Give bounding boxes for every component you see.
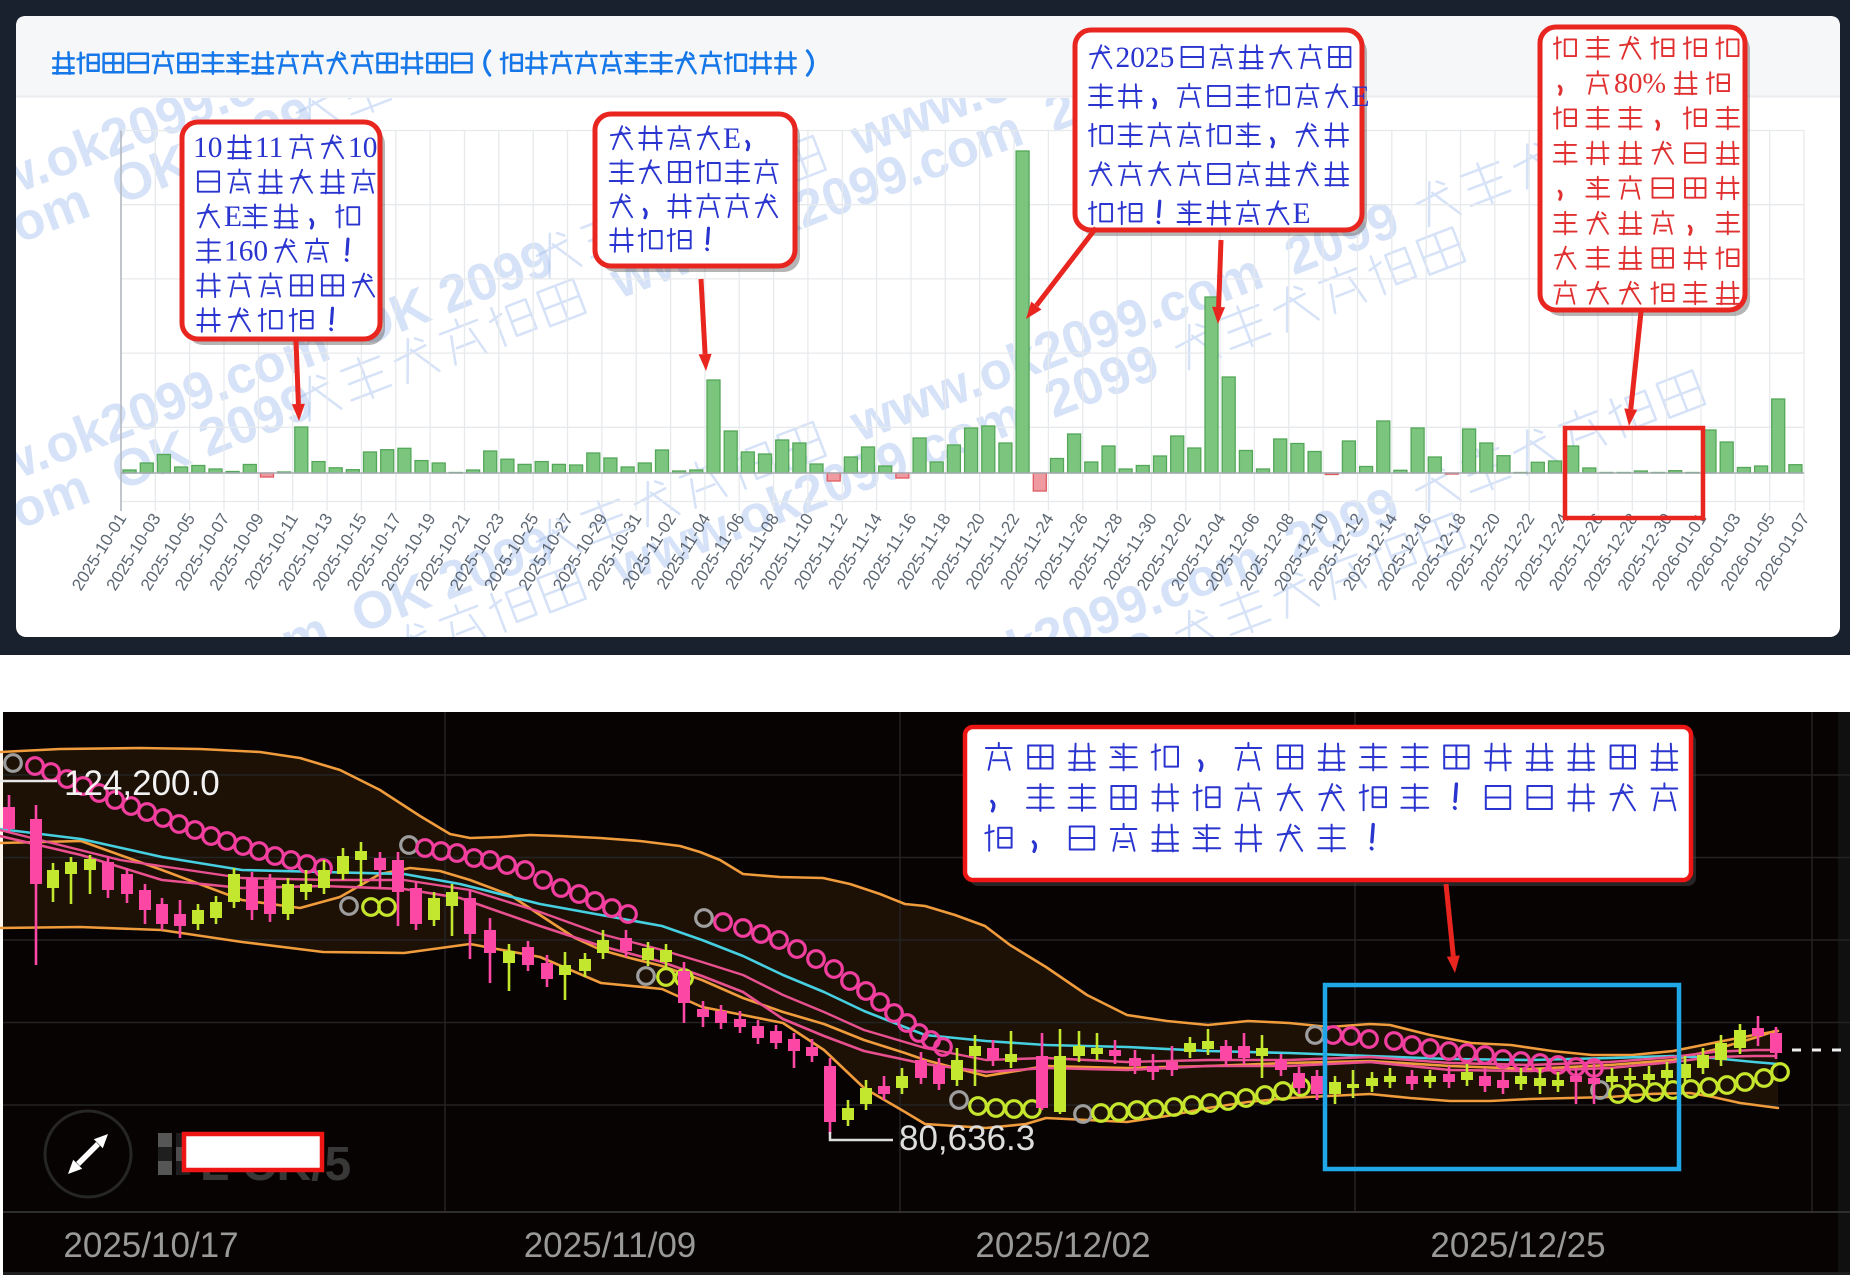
svg-text:80%: 80% [1614,69,1666,100]
svg-text:E: E [1293,198,1311,230]
svg-text:10: 10 [348,132,377,164]
svg-text:2025/12/25: 2025/12/25 [1430,1226,1605,1265]
svg-text:10: 10 [193,132,222,164]
svg-text:E: E [224,201,242,233]
svg-text:2025/12/02: 2025/12/02 [975,1226,1150,1265]
svg-text:2025/10/17: 2025/10/17 [63,1226,238,1265]
svg-text:80,636.3: 80,636.3 [899,1119,1035,1158]
svg-text:E: E [1352,81,1370,113]
svg-text:124,200.0: 124,200.0 [64,764,220,803]
svg-text:E: E [723,123,741,155]
svg-text:2025/11/09: 2025/11/09 [524,1226,697,1265]
svg-text:160: 160 [224,236,268,268]
svg-text:2025: 2025 [1116,42,1175,74]
svg-text:11: 11 [255,132,283,164]
